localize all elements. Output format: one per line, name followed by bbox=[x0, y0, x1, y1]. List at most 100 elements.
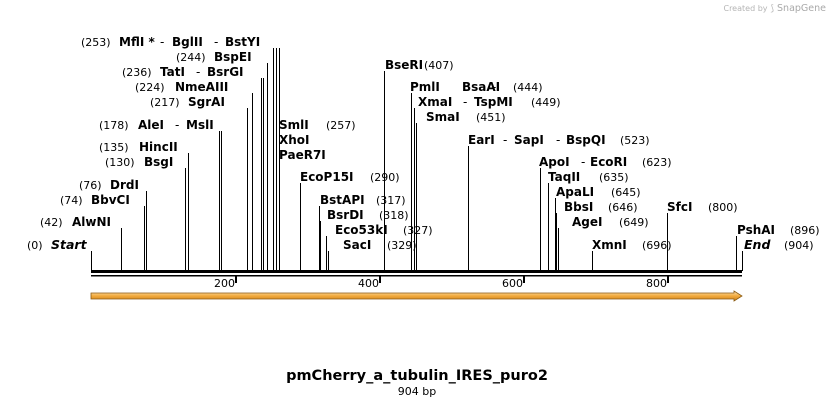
site-position-eari: (523) bbox=[620, 134, 650, 147]
site-label-bsgi: BsgI bbox=[144, 155, 173, 169]
site-label-bsaai: BsaAI bbox=[462, 80, 500, 94]
site-position-pshai: (896) bbox=[790, 224, 820, 237]
site-label-tspmi: TspMI bbox=[474, 95, 513, 109]
axis-tick bbox=[523, 276, 525, 283]
site-label-sfci: SfcI bbox=[667, 200, 692, 214]
axis-tick bbox=[667, 276, 669, 283]
label-separator: - bbox=[556, 133, 560, 147]
credit-brand: SnapGene bbox=[777, 3, 826, 14]
site-label-xmai: XmaI bbox=[418, 95, 452, 109]
axis-tick-label: 800 bbox=[646, 277, 667, 290]
site-label-bspqi: BspQI bbox=[566, 133, 606, 147]
site-position-bsgi: (130) bbox=[105, 156, 135, 169]
site-label-bsrgi: BsrGI bbox=[207, 65, 244, 79]
site-label-eco53ki: Eco53kI bbox=[335, 223, 388, 237]
site-label-bbvci: BbvCI bbox=[91, 193, 130, 207]
site-label-alwni: AlwNI bbox=[72, 215, 111, 229]
site-label-smli: SmlI bbox=[279, 118, 309, 132]
site-label-start: Start bbox=[51, 237, 88, 252]
site-label-agei: AgeI bbox=[572, 215, 602, 229]
site-label-sapi: SapI bbox=[514, 133, 544, 147]
site-position-saci: (329) bbox=[387, 239, 417, 252]
label-separator: - bbox=[581, 155, 585, 169]
site-label-bsrdi: BsrDI bbox=[327, 208, 364, 222]
axis-tick-label: 400 bbox=[358, 277, 379, 290]
site-label-bglii: BglII bbox=[172, 35, 203, 49]
label-separator: - bbox=[214, 35, 218, 49]
site-position-bbvci: (74) bbox=[60, 194, 83, 207]
site-position-apoi: (623) bbox=[642, 156, 672, 169]
site-label-bbsi: BbsI bbox=[564, 200, 593, 214]
site-label-apoi: ApoI bbox=[539, 155, 570, 169]
site-position-tati: (236) bbox=[122, 66, 152, 79]
site-label-taqii: TaqII bbox=[548, 170, 580, 184]
site-position-apali: (645) bbox=[611, 186, 641, 199]
site-position-sfci: (800) bbox=[708, 201, 738, 214]
site-label-sgrai: SgrAI bbox=[188, 95, 225, 109]
label-separator: - bbox=[160, 35, 164, 49]
site-position-bbsi: (646) bbox=[608, 201, 638, 214]
site-position-pmli: (444) bbox=[513, 81, 543, 94]
site-position-bsrdi: (318) bbox=[379, 209, 409, 222]
site-position-xmni: (696) bbox=[642, 239, 672, 252]
site-label-hincii: HincII bbox=[139, 140, 178, 154]
site-label-apali: ApaLI bbox=[556, 185, 594, 199]
site-label-drdi: DrdI bbox=[110, 178, 139, 192]
axis-tick bbox=[235, 276, 237, 283]
label-separator: - bbox=[196, 65, 200, 79]
site-position-sgrai: (217) bbox=[150, 96, 180, 109]
site-label-paer7i: PaeR7I bbox=[279, 148, 326, 162]
site-label-xmni: XmnI bbox=[592, 238, 627, 252]
site-label-eari: EarI bbox=[468, 133, 495, 147]
sequence-name: pmCherry_a_tubulin_IRES_puro2 bbox=[286, 368, 548, 384]
site-position-bstapi: (317) bbox=[376, 194, 406, 207]
site-position-taqii: (635) bbox=[599, 171, 629, 184]
credit-label: Created by bbox=[723, 4, 768, 13]
site-label-bseri: BseRI bbox=[385, 58, 423, 72]
site-position-agei: (649) bbox=[619, 216, 649, 229]
site-position-bseri: (407) bbox=[424, 59, 454, 72]
site-label-msli: MslI bbox=[186, 118, 214, 132]
site-position-hincii: (135) bbox=[99, 141, 129, 154]
feature-arrow bbox=[90, 290, 743, 302]
site-position-start: (0) bbox=[27, 239, 43, 252]
site-position-smai: (451) bbox=[476, 111, 506, 124]
site-label-tati: TatI bbox=[160, 65, 185, 79]
site-position-bspei: (244) bbox=[176, 51, 206, 64]
site-position-eco53ki: (327) bbox=[403, 224, 433, 237]
site-position-smli: (257) bbox=[326, 119, 356, 132]
site-position-ecop15i: (290) bbox=[370, 171, 400, 184]
site-label-pmli: PmlI bbox=[410, 80, 440, 94]
site-position-drdi: (76) bbox=[79, 179, 102, 192]
sequence-length: 904 bp bbox=[397, 385, 437, 398]
site-label-xhoi: XhoI bbox=[279, 133, 310, 147]
axis-tick bbox=[379, 276, 381, 283]
site-label-saci: SacI bbox=[343, 238, 371, 252]
site-label-ecori: EcoRI bbox=[590, 155, 627, 169]
sequence-line bbox=[91, 270, 742, 273]
axis-tick-label: 200 bbox=[214, 277, 235, 290]
snapgene-logo-icon: ⟆ bbox=[770, 3, 775, 14]
site-label-bstapi: BstAPI bbox=[320, 193, 365, 207]
site-position-end: (904) bbox=[784, 239, 814, 252]
leader-lines bbox=[91, 48, 743, 271]
axis-tick-label: 600 bbox=[502, 277, 523, 290]
site-position-mfli: (253) bbox=[81, 36, 111, 49]
site-label-smai: SmaI bbox=[426, 110, 460, 124]
site-position-alei: (178) bbox=[99, 119, 129, 132]
site-label-nmeaiii: NmeAIII bbox=[175, 80, 228, 94]
site-position-xmai: (449) bbox=[531, 96, 561, 109]
site-label-mfli: MflI * bbox=[119, 35, 155, 49]
site-label-bspei: BspEI bbox=[214, 50, 252, 64]
label-separator: - bbox=[463, 95, 467, 109]
site-label-pshai: PshAI bbox=[737, 223, 775, 237]
site-position-alwni: (42) bbox=[40, 216, 63, 229]
label-separator: - bbox=[503, 133, 507, 147]
label-separator: - bbox=[492, 80, 496, 94]
site-label-end: End bbox=[744, 237, 771, 252]
site-label-ecop15i: EcoP15I bbox=[300, 170, 354, 184]
label-separator: - bbox=[175, 118, 179, 132]
credit-badge: Created by ⟆ SnapGene bbox=[723, 3, 826, 14]
